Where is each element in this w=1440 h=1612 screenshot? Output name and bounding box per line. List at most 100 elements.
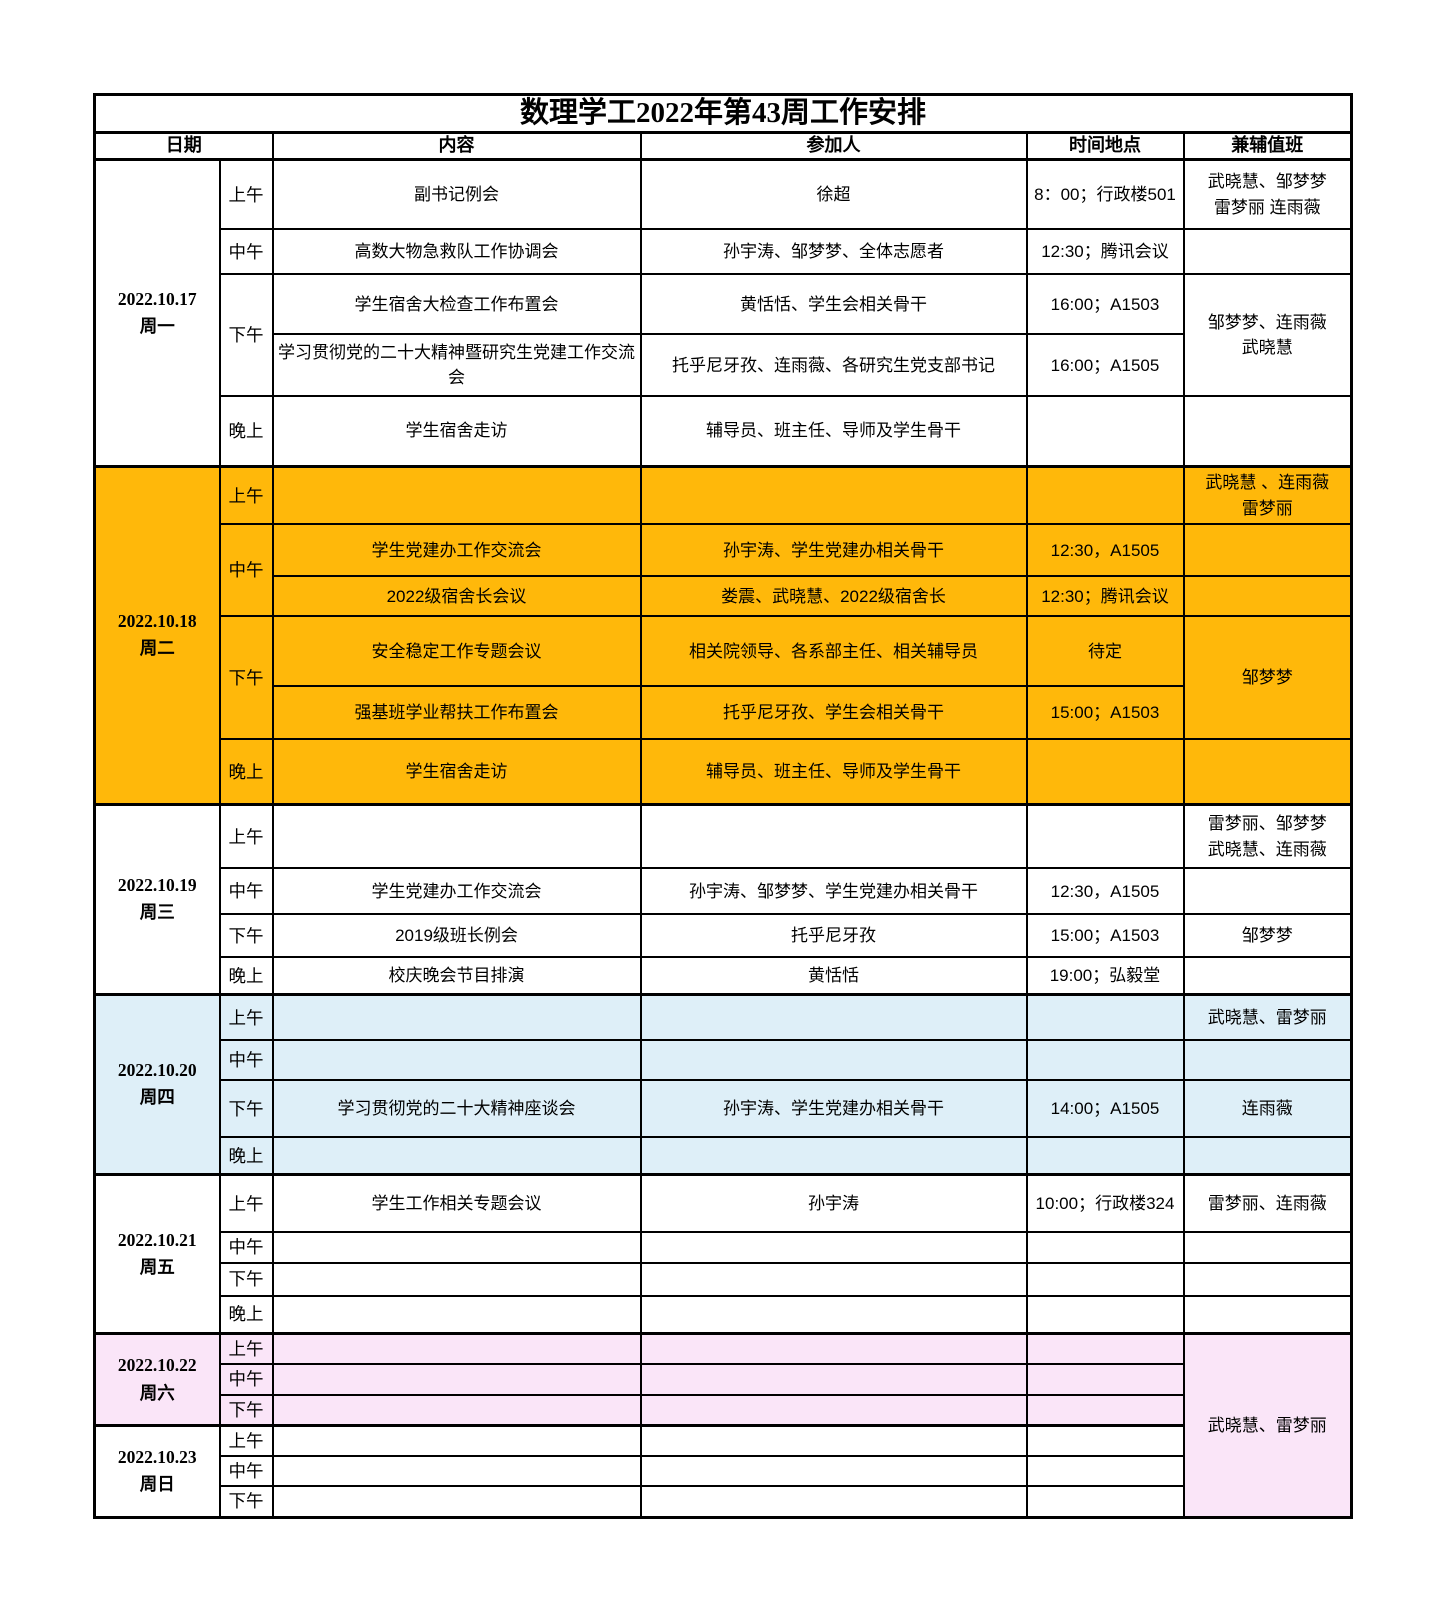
duty-cell: 武晓慧、雷梦丽 bbox=[1182, 992, 1353, 1042]
time-cell: 12:30；腾讯会议 bbox=[1025, 575, 1185, 618]
date-text: 2022.10.23 bbox=[117, 1447, 197, 1468]
period-cell: 上午 bbox=[218, 992, 274, 1042]
date-cell: 2022.10.20 周四 bbox=[93, 992, 221, 1176]
content-cell: 校庆晚会节目排演 bbox=[271, 956, 642, 996]
table-row: 中午 bbox=[95, 1231, 1353, 1264]
content-cell: 强基班学业帮扶工作布置会 bbox=[271, 685, 642, 741]
time-cell bbox=[1025, 1485, 1185, 1519]
content-cell bbox=[271, 1261, 642, 1297]
weekday-text: 周四 bbox=[139, 1087, 175, 1108]
participants-cell: 娄震、武晓慧、2022级宿舍长 bbox=[639, 575, 1028, 618]
period-cell: 中午 bbox=[218, 228, 274, 276]
content-cell bbox=[271, 1294, 642, 1335]
duty-cell bbox=[1182, 867, 1353, 916]
table-row: 2022级宿舍长会议 娄震、武晓慧、2022级宿舍长 12:30；腾讯会议 bbox=[95, 575, 1353, 618]
time-cell: 8：00；行政楼501 bbox=[1025, 157, 1185, 231]
duty-cell bbox=[1182, 1231, 1353, 1264]
duty-cell: 武晓慧 、连雨薇 雷梦丽 bbox=[1182, 464, 1353, 526]
time-cell: 15:00；A1503 bbox=[1025, 685, 1185, 741]
table-row: 晚上 bbox=[95, 1136, 1353, 1176]
participants-cell: 辅导员、班主任、导师及学生骨干 bbox=[639, 395, 1028, 468]
table-row: 晚上 bbox=[95, 1294, 1353, 1335]
schedule-table: 数理学工2022年第43周工作安排 日期 内容 参加人 时间地点 兼辅值班 20… bbox=[93, 93, 1354, 1519]
time-cell: 16:00；A1505 bbox=[1025, 333, 1185, 398]
period-cell: 中午 bbox=[218, 1231, 274, 1264]
weekday-text: 周一 bbox=[139, 315, 175, 336]
time-cell bbox=[1025, 1455, 1185, 1488]
period-cell: 上午 bbox=[218, 1332, 274, 1366]
content-cell bbox=[271, 992, 642, 1042]
participants-cell bbox=[639, 1231, 1028, 1264]
period-cell: 上午 bbox=[218, 464, 274, 526]
duty-cell bbox=[1182, 956, 1353, 996]
content-cell: 2019级班长例会 bbox=[271, 913, 642, 959]
time-cell bbox=[1025, 1231, 1185, 1264]
participants-cell bbox=[639, 464, 1028, 526]
participants-cell bbox=[639, 1485, 1028, 1519]
table-header-row: 日期 内容 参加人 时间地点 兼辅值班 bbox=[93, 131, 1353, 161]
table-row: 强基班学业帮扶工作布置会 托乎尼牙孜、学生会相关骨干 15:00；A1503 bbox=[95, 685, 1352, 741]
table-row: 2022.10.19 周三 上午 雷梦丽、邹梦梦 武晓慧、连雨薇 bbox=[93, 802, 1353, 996]
participants-cell: 托乎尼牙孜、学生会相关骨干 bbox=[639, 685, 1028, 741]
table-row: 2022.10.23 周日 上午 bbox=[93, 1423, 1352, 1519]
participants-cell: 孙宇涛、邹梦梦、全体志愿者 bbox=[639, 228, 1028, 276]
date-text: 2022.10.19 bbox=[117, 875, 197, 896]
table-row: 晚上 学生宿舍走访 辅导员、班主任、导师及学生骨干 bbox=[95, 738, 1353, 806]
weekday-text: 周二 bbox=[139, 638, 175, 659]
content-cell bbox=[271, 802, 642, 870]
time-cell: 12:30，A1505 bbox=[1025, 867, 1185, 916]
table-row: 数理学工2022年第43周工作安排 bbox=[93, 93, 1353, 135]
duty-cell: 雷梦丽、连雨薇 bbox=[1182, 1172, 1353, 1234]
period-cell: 晚上 bbox=[218, 1294, 274, 1335]
period-cell: 上午 bbox=[218, 1423, 274, 1458]
content-cell: 学习贯彻党的二十大精神座谈会 bbox=[271, 1079, 642, 1139]
duty-cell: 武晓慧、雷梦丽 bbox=[1182, 1332, 1353, 1519]
participants-cell: 黄恬恬 bbox=[639, 956, 1028, 996]
time-cell: 12:30；腾讯会议 bbox=[1025, 228, 1185, 276]
table-row: 中午 学生党建办工作交流会 孙宇涛、邹梦梦、学生党建办相关骨干 12:30，A1… bbox=[95, 867, 1353, 916]
time-cell: 14:00；A1505 bbox=[1025, 1079, 1185, 1139]
time-cell bbox=[1025, 992, 1185, 1042]
participants-cell bbox=[639, 1294, 1028, 1335]
date-cell: 2022.10.19 周三 bbox=[93, 802, 221, 996]
duty-cell: 邹梦梦、连雨薇 武晓慧 bbox=[1182, 273, 1353, 398]
period-cell: 中午 bbox=[218, 1039, 274, 1082]
participants-cell bbox=[639, 992, 1028, 1042]
content-cell bbox=[271, 1363, 642, 1396]
date-text: 2022.10.17 bbox=[117, 288, 197, 309]
table-row: 下午 bbox=[95, 1393, 1352, 1427]
period-cell: 晚上 bbox=[218, 738, 274, 806]
time-cell bbox=[1025, 1363, 1185, 1396]
period-cell: 晚上 bbox=[218, 956, 274, 996]
schedule-sheet: 数理学工2022年第43周工作安排 日期 内容 参加人 时间地点 兼辅值班 20… bbox=[93, 93, 1354, 1519]
time-cell: 10:00；行政楼324 bbox=[1025, 1172, 1185, 1234]
date-text: 2022.10.18 bbox=[117, 611, 197, 632]
content-cell bbox=[271, 1231, 642, 1264]
content-cell bbox=[271, 464, 642, 526]
participants-cell: 托乎尼牙孜 bbox=[639, 913, 1028, 959]
content-cell bbox=[271, 1423, 642, 1458]
table-row: 晚上 学生宿舍走访 辅导员、班主任、导师及学生骨干 bbox=[95, 395, 1353, 468]
participants-cell bbox=[639, 1393, 1028, 1427]
content-cell: 学习贯彻党的二十大精神暨研究生党建工作交流会 bbox=[271, 333, 642, 398]
participants-cell: 徐超 bbox=[639, 157, 1028, 231]
table-row: 学习贯彻党的二十大精神暨研究生党建工作交流会 托乎尼牙孜、连雨薇、各研究生党支部… bbox=[95, 333, 1352, 398]
duty-cell: 雷梦丽、邹梦梦 武晓慧、连雨薇 bbox=[1182, 802, 1353, 870]
content-cell: 学生工作相关专题会议 bbox=[271, 1172, 642, 1234]
participants-cell bbox=[639, 1455, 1028, 1488]
time-cell bbox=[1025, 1136, 1185, 1176]
time-cell bbox=[1025, 1332, 1185, 1366]
table-row: 下午 安全稳定工作专题会议 相关院领导、各系部主任、相关辅导员 待定 邹梦梦 bbox=[95, 615, 1353, 741]
time-cell bbox=[1025, 1393, 1185, 1427]
table-row: 中午 高数大物急救队工作协调会 孙宇涛、邹梦梦、全体志愿者 12:30；腾讯会议 bbox=[95, 228, 1353, 276]
content-cell: 学生党建办工作交流会 bbox=[271, 867, 642, 916]
content-cell bbox=[271, 1485, 642, 1519]
date-text: 2022.10.21 bbox=[117, 1229, 197, 1250]
content-cell bbox=[271, 1332, 642, 1366]
period-cell: 中午 bbox=[218, 1363, 274, 1396]
content-cell bbox=[271, 1455, 642, 1488]
participants-cell: 孙宇涛、邹梦梦、学生党建办相关骨干 bbox=[639, 867, 1028, 916]
date-cell: 2022.10.17 周一 bbox=[93, 157, 221, 468]
time-cell bbox=[1025, 1294, 1185, 1335]
period-cell: 晚上 bbox=[218, 395, 274, 468]
